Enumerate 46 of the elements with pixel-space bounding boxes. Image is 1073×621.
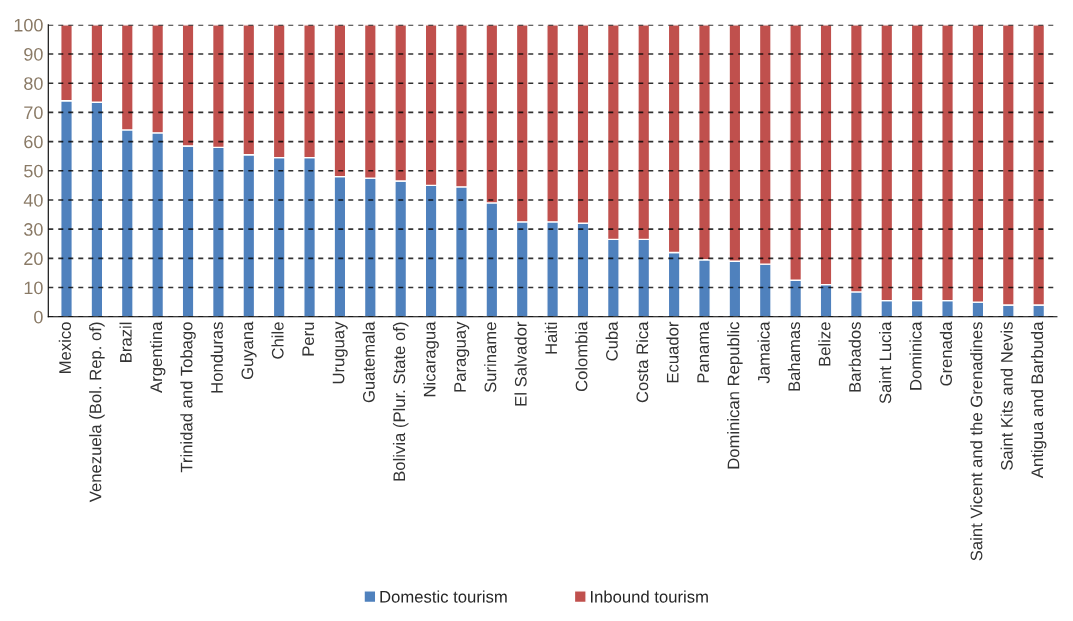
y-tick-label: 10: [24, 281, 43, 295]
y-tick-label: 30: [24, 223, 43, 236]
x-tick-label: Antigua and Barbuda: [1030, 321, 1047, 479]
x-tick-label: Honduras: [210, 322, 223, 393]
x-tick-label: Saint Vicent and the Grenadines: [970, 322, 983, 561]
y-tick-label: 50: [24, 164, 43, 178]
x-tick-label: Paraguay: [454, 321, 470, 392]
x-tick-label: Chile: [271, 322, 284, 359]
x-tick-label: Uruguay: [332, 321, 348, 384]
legend-label: Domestic tourism: [380, 590, 507, 603]
y-tick-label: 40: [23, 193, 43, 207]
y-tick-label: 90: [24, 47, 43, 61]
x-tick-label: Nicaragua: [423, 321, 439, 397]
x-tick-label: Costa Rica: [635, 321, 649, 403]
y-tick-label: 100: [14, 18, 43, 32]
x-tick-label: Cuba: [605, 321, 618, 361]
x-tick-label: Haiti: [544, 322, 558, 354]
y-tick-label: 0: [34, 310, 43, 324]
x-tick-label: Trinidad and Tobago: [180, 322, 196, 473]
x-tick-label: Bolivia (Plur. State of): [392, 322, 409, 481]
x-tick-label: Argentina: [149, 321, 166, 393]
x-tick-label: Bahamas: [787, 322, 801, 391]
x-tick-label: Peru: [302, 322, 315, 356]
x-tick-label: Jamaica: [757, 321, 770, 384]
x-tick-label: Venezuela (Bol. Rep. of): [89, 322, 105, 503]
x-tick-label: Suriname: [484, 322, 497, 393]
x-tick-label: Grenada: [939, 321, 953, 386]
y-tick-label: 60: [24, 135, 43, 149]
y-tick-label: 20: [24, 252, 43, 266]
x-tick-label: Mexico: [58, 322, 71, 373]
x-tick-label: Guatemala: [362, 321, 375, 403]
y-tick-label: 80: [24, 77, 43, 90]
x-tick-label: Dominican Republic: [727, 322, 743, 469]
y-tick-label: 70: [24, 106, 43, 120]
x-tick-label: Brazil: [119, 322, 132, 362]
x-tick-label: Barbados: [848, 322, 861, 392]
x-tick-label: Saint Lucia: [879, 321, 892, 404]
x-tick-label: Guyana: [241, 321, 257, 380]
x-tick-label: Dominica: [909, 321, 922, 390]
x-tick-label: Colombia: [575, 321, 588, 392]
x-tick-label: El Salvador: [514, 321, 527, 406]
x-tick-label: Panama: [697, 321, 709, 383]
x-tick-label: Belize: [818, 322, 831, 366]
x-tick-label: Ecuador: [666, 321, 679, 383]
legend-label: Inbound tourism: [590, 590, 708, 603]
x-tick-label: Saint Kits and Nevis: [1000, 322, 1013, 470]
